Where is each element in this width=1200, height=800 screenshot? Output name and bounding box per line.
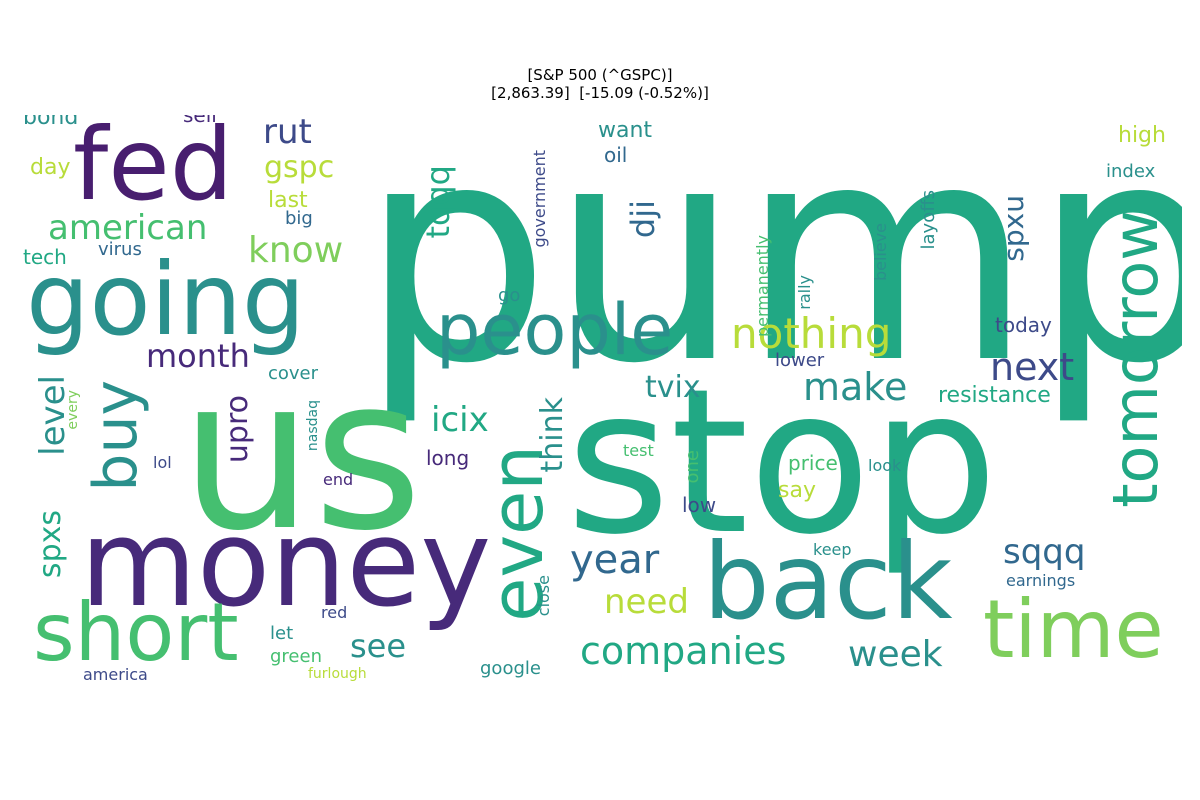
word-money: money	[80, 495, 492, 634]
word-low: low	[682, 493, 717, 517]
word-tqqq: tqqq	[419, 165, 457, 239]
word-tomorrow: tomorrow	[1099, 210, 1172, 508]
word-test: test	[623, 441, 654, 460]
word-end: end	[323, 470, 354, 489]
word-last: last	[268, 188, 308, 213]
word-government: government	[530, 150, 549, 248]
word-let: let	[270, 623, 294, 644]
word-rut: rut	[263, 115, 312, 152]
word-want: want	[598, 118, 653, 143]
chart-title: [S&P 500 (^GSPC)] [2,863.39] [-15.09 (-0…	[0, 66, 1200, 102]
word-gspc: gspc	[264, 150, 335, 185]
word-virus: virus	[98, 239, 142, 260]
word-need: need	[604, 582, 689, 622]
word-day: day	[30, 155, 71, 180]
word-today: today	[995, 313, 1052, 337]
word-make: make	[803, 365, 908, 409]
word-stop: stop	[566, 346, 998, 579]
word-oil: oil	[604, 143, 628, 167]
word-permanently: permanently	[753, 235, 772, 337]
word-see: see	[350, 627, 407, 665]
word-lol: lol	[153, 453, 172, 472]
title-line-2: [2,863.39] [-15.09 (-0.52%)]	[491, 84, 709, 102]
word-week: week	[848, 634, 943, 675]
word-google: google	[480, 658, 541, 679]
word-look: look	[868, 456, 902, 475]
word-back: back	[703, 521, 953, 643]
word-nasdaq: nasdaq	[305, 400, 321, 452]
word-high: high	[1118, 123, 1166, 148]
word-us: us	[180, 332, 423, 577]
word-go: go	[498, 285, 521, 306]
word-people: people	[436, 289, 674, 371]
word-tech: tech	[23, 245, 67, 269]
word-long: long	[426, 446, 470, 470]
word-say: say	[778, 478, 816, 503]
word-american: american	[48, 208, 208, 248]
word-red: red	[321, 603, 348, 622]
word-every: every	[65, 390, 81, 430]
word-icix: icix	[431, 400, 489, 440]
word-furlough: furlough	[308, 666, 367, 682]
word-know: know	[248, 230, 344, 271]
word-cover: cover	[268, 363, 319, 384]
word-lower: lower	[775, 350, 825, 371]
word-sell: sell	[183, 115, 217, 127]
word-month: month	[146, 337, 250, 375]
word-index: index	[1106, 161, 1156, 182]
word-companies: companies	[580, 629, 787, 673]
word-america: america	[83, 665, 148, 684]
word-layoffs: layoffs	[918, 190, 939, 250]
word-close: close	[534, 575, 553, 617]
word-time: time	[983, 583, 1164, 676]
word-short: short	[33, 586, 239, 679]
word-think: think	[535, 397, 570, 473]
word-spxu: spxu	[997, 195, 1030, 262]
word-tvix: tvix	[645, 370, 701, 405]
word-bond: bond	[23, 115, 79, 130]
word-upro: upro	[220, 395, 255, 464]
word-keep: keep	[813, 540, 852, 559]
word-resistance: resistance	[938, 383, 1051, 408]
word-year: year	[570, 537, 660, 583]
title-line-1: [S&P 500 (^GSPC)]	[527, 66, 673, 84]
word-rally: rally	[795, 275, 814, 310]
word-believe: believe	[871, 223, 890, 282]
word-fed: fed	[73, 115, 234, 223]
word-pump: pump	[360, 115, 1182, 429]
word-spxs: spxs	[33, 510, 68, 579]
word-buy: buy	[81, 380, 151, 492]
word-big: big	[285, 208, 313, 229]
word-green: green	[270, 646, 322, 667]
word-sqqq: sqqq	[1003, 532, 1086, 572]
word-next: next	[990, 345, 1075, 389]
word-price: price	[788, 451, 838, 475]
word-one: one	[682, 450, 703, 484]
word-nothing: nothing	[731, 309, 892, 358]
word-cloud: pump us stop money back fed going short …	[18, 115, 1182, 700]
word-earnings: earnings	[1006, 571, 1076, 590]
word-going: going	[26, 241, 306, 358]
word-dji: dji	[624, 200, 662, 239]
